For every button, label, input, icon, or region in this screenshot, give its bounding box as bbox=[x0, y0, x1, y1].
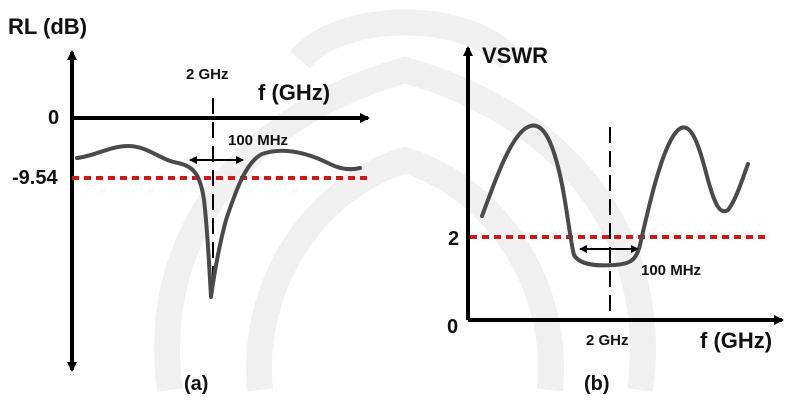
panel-b-caption: (b) bbox=[584, 373, 610, 395]
watermark-shapes bbox=[154, 9, 656, 392]
panel-b-threshold-label: 2 bbox=[448, 228, 459, 250]
panel-b-y-axis-label: VSWR bbox=[482, 43, 548, 68]
panel-a-threshold-label: -9.54 bbox=[12, 167, 58, 189]
panel-b-x-axis-label: f (GHz) bbox=[700, 328, 772, 353]
panel-b-center-label: 2 GHz bbox=[586, 332, 629, 349]
panel-a-center-label: 2 GHz bbox=[186, 66, 229, 83]
panel-a-caption: (a) bbox=[184, 373, 208, 395]
panel-b: VSWR f (GHz) 0 2 2 GHz 100 MHz (b) bbox=[447, 43, 784, 395]
panel-a-y-axis-label: RL (dB) bbox=[8, 14, 87, 39]
panel-a-bandwidth-label: 100 MHz bbox=[228, 132, 288, 149]
panel-a-return-loss-curve bbox=[75, 144, 362, 299]
panel-b-zero-label: 0 bbox=[447, 316, 458, 338]
panel-b-vswr-curve bbox=[480, 123, 750, 268]
panel-a-x-axis-label: f (GHz) bbox=[258, 80, 330, 105]
panel-a-zero-label: 0 bbox=[48, 107, 59, 129]
panel-a: RL (dB) f (GHz) 0 -9.54 2 GHz 100 MHz (a… bbox=[8, 14, 372, 395]
panel-b-bandwidth-label: 100 MHz bbox=[641, 262, 701, 279]
